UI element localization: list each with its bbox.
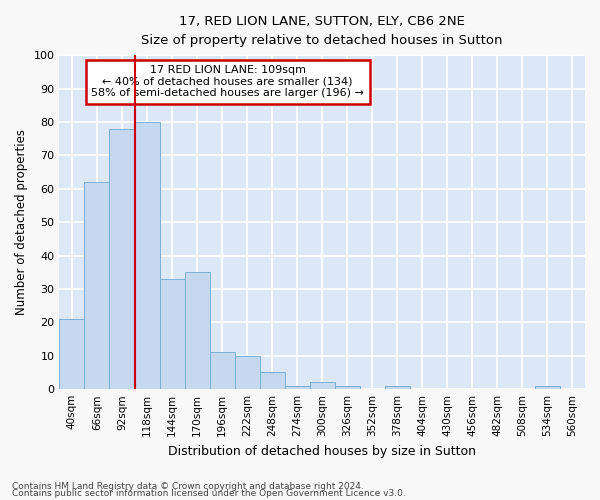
- Bar: [134, 122, 160, 389]
- Text: Contains HM Land Registry data © Crown copyright and database right 2024.: Contains HM Land Registry data © Crown c…: [12, 482, 364, 491]
- Bar: [385, 386, 410, 389]
- Bar: [160, 279, 185, 389]
- Bar: [310, 382, 335, 389]
- Bar: [109, 128, 134, 389]
- Bar: [335, 386, 360, 389]
- X-axis label: Distribution of detached houses by size in Sutton: Distribution of detached houses by size …: [168, 444, 476, 458]
- Bar: [59, 319, 85, 389]
- Y-axis label: Number of detached properties: Number of detached properties: [15, 129, 28, 315]
- Bar: [284, 386, 310, 389]
- Bar: [535, 386, 560, 389]
- Text: 17 RED LION LANE: 109sqm
← 40% of detached houses are smaller (134)
58% of semi-: 17 RED LION LANE: 109sqm ← 40% of detach…: [91, 65, 364, 98]
- Bar: [235, 356, 260, 389]
- Bar: [185, 272, 209, 389]
- Bar: [209, 352, 235, 389]
- Bar: [85, 182, 109, 389]
- Title: 17, RED LION LANE, SUTTON, ELY, CB6 2NE
Size of property relative to detached ho: 17, RED LION LANE, SUTTON, ELY, CB6 2NE …: [142, 15, 503, 47]
- Text: Contains public sector information licensed under the Open Government Licence v3: Contains public sector information licen…: [12, 490, 406, 498]
- Bar: [260, 372, 284, 389]
